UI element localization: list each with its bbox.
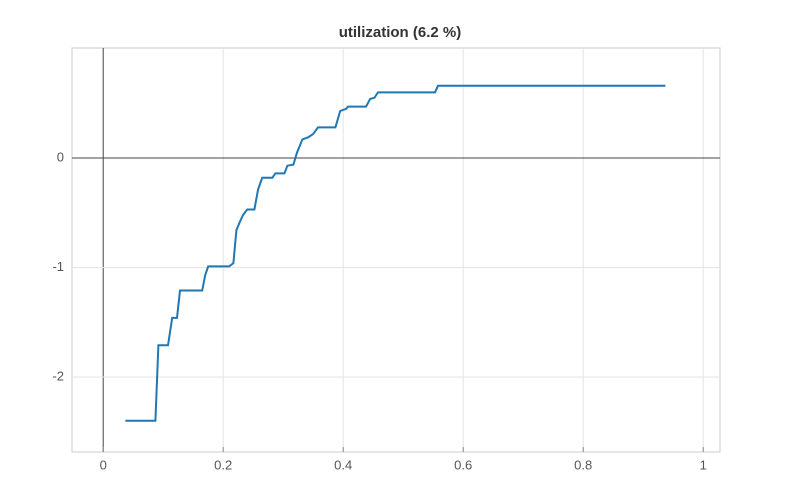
x-tick-label: 0.2 (214, 457, 232, 472)
x-tick-label: 1 (700, 457, 707, 472)
y-tick-label: 0 (57, 149, 64, 164)
y-tick-label: -2 (52, 368, 64, 383)
x-tick-label: 0.4 (334, 457, 352, 472)
y-tick-label: -1 (52, 259, 64, 274)
plot-frame (71, 47, 721, 453)
x-tick-label: 0.8 (574, 457, 592, 472)
x-tick-label: 0 (100, 457, 107, 472)
x-tick-label: 0.6 (454, 457, 472, 472)
chart-title: utilization (6.2 %) (339, 24, 462, 41)
data-line (125, 84, 666, 422)
